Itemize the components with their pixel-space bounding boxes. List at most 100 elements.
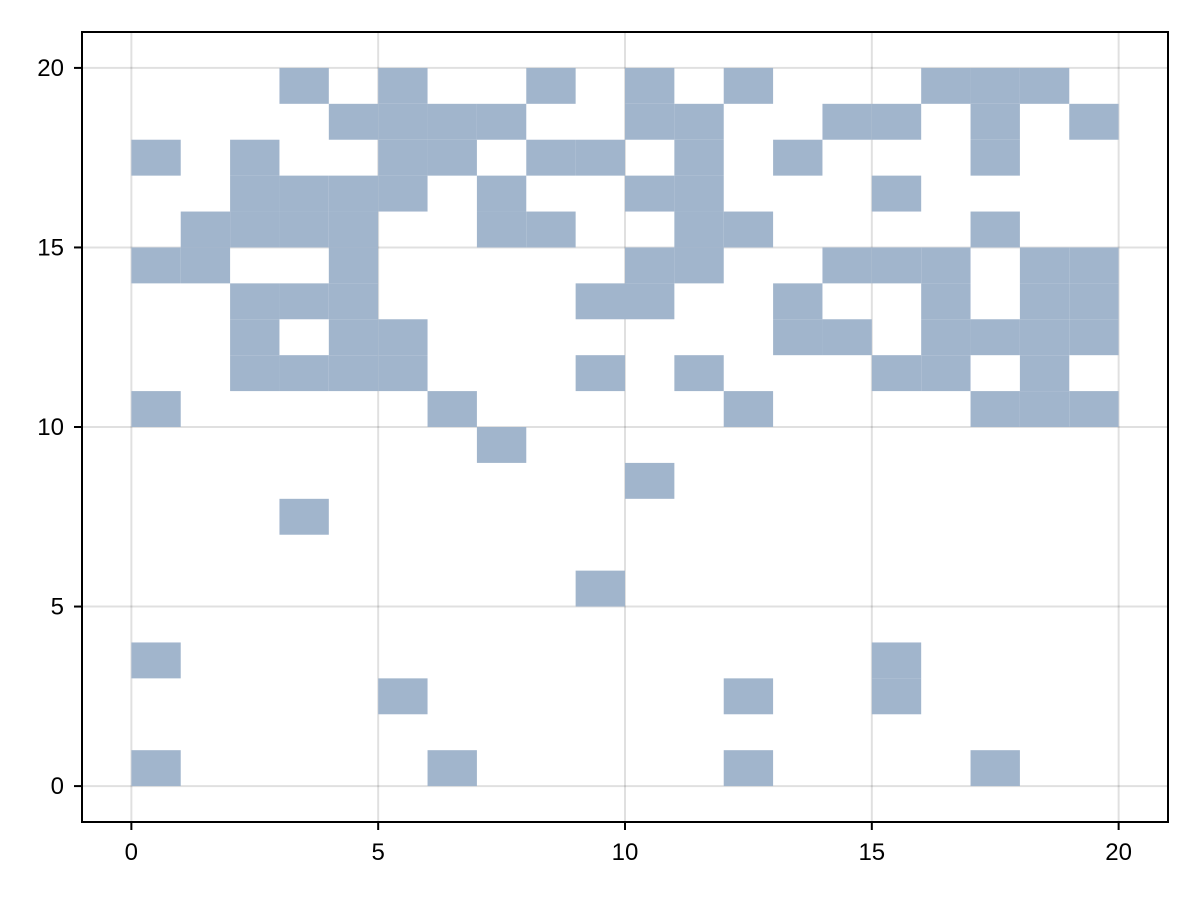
heatmap-cell-0-17 <box>131 139 181 176</box>
heatmap-cell-10-8 <box>625 462 675 499</box>
heatmap-cell-16-12 <box>921 319 971 356</box>
heatmap-cell-10-14 <box>625 247 675 284</box>
heatmap-cell-7-16 <box>476 175 527 212</box>
heatmap-cell-10-18 <box>625 103 675 140</box>
heatmap-cell-11-14 <box>674 247 724 284</box>
heatmap-cell-5-19 <box>378 67 428 104</box>
heatmap-cell-15-2 <box>871 678 922 715</box>
heatmap-cell-12-10 <box>723 391 774 427</box>
heatmap-cell-18-14 <box>1019 247 1070 284</box>
heatmap-cell-12-15 <box>723 211 774 248</box>
heatmap-cell-7-18 <box>476 103 527 140</box>
heatmap-cell-2-13 <box>230 283 280 320</box>
heatmap-cell-8-19 <box>526 67 576 104</box>
heatmap-cell-17-0 <box>970 750 1020 787</box>
y-tick-label-15: 15 <box>37 234 64 261</box>
heatmap-cell-19-18 <box>1069 103 1119 140</box>
heatmap-cell-3-11 <box>279 355 329 392</box>
heatmap-cell-6-17 <box>427 139 477 176</box>
y-axis: 0 5 10 15 20 <box>37 55 82 800</box>
heatmap-cell-17-19 <box>970 67 1020 104</box>
heatmap-cell-18-11 <box>1019 355 1070 392</box>
heatmap-cell-4-12 <box>328 319 379 356</box>
heatmap-cell-13-13 <box>773 283 823 320</box>
heatmap-cell-5-17 <box>378 139 428 176</box>
heatmap-cell-15-3 <box>871 642 922 679</box>
y-tick-label-10: 10 <box>37 414 64 441</box>
heatmap-cell-5-12 <box>378 319 428 356</box>
heatmap-cell-1-14 <box>180 247 231 284</box>
heatmap-cell-2-15 <box>230 211 280 248</box>
heatmap-cell-18-10 <box>1019 391 1070 427</box>
heatmap-cell-3-13 <box>279 283 329 320</box>
heatmap-cell-15-16 <box>871 175 922 212</box>
x-tick-label-15: 15 <box>858 839 885 866</box>
heatmap-cell-10-16 <box>625 175 675 212</box>
heatmap-cell-15-11 <box>871 355 922 392</box>
heatmap-cell-9-17 <box>575 139 625 176</box>
heatmap-cell-14-14 <box>822 247 872 284</box>
x-tick-label-10: 10 <box>612 839 639 866</box>
heatmap-cell-3-15 <box>279 211 329 248</box>
heatmap-cell-14-12 <box>822 319 872 356</box>
heatmap-cell-2-17 <box>230 139 280 176</box>
heatmap-cell-11-18 <box>674 103 724 140</box>
x-tick-label-20: 20 <box>1105 839 1132 866</box>
heatmap-cell-17-12 <box>970 319 1020 356</box>
heatmap-cell-2-11 <box>230 355 280 392</box>
heatmap-cell-6-18 <box>427 103 477 140</box>
heatmap-cell-17-17 <box>970 139 1020 176</box>
y-tick-label-0: 0 <box>51 773 64 800</box>
heatmap-cell-18-19 <box>1019 67 1070 104</box>
heatmap-cell-0-0 <box>131 750 181 787</box>
heatmap-cell-4-15 <box>328 211 379 248</box>
x-tick-label-0: 0 <box>125 839 138 866</box>
heatmap-cell-17-15 <box>970 211 1020 248</box>
heatmap-cell-7-9 <box>476 427 527 463</box>
heatmap-cell-19-12 <box>1069 319 1119 356</box>
heatmap-cell-8-17 <box>526 139 576 176</box>
heatmap-cell-19-10 <box>1069 391 1119 427</box>
heatmap-cell-4-13 <box>328 283 379 320</box>
heatmap-cell-15-18 <box>871 103 922 140</box>
heatmap-cell-18-13 <box>1019 283 1070 320</box>
heatmap-cell-2-12 <box>230 319 280 356</box>
heatmap-cell-4-16 <box>328 175 379 212</box>
heatmap-cell-8-15 <box>526 211 576 248</box>
y-tick-label-20: 20 <box>37 55 64 82</box>
heatmap-cell-9-5 <box>575 570 625 607</box>
heatmap-cell-0-10 <box>131 391 181 427</box>
heatmap-cell-19-13 <box>1069 283 1119 320</box>
heatmap-cell-3-16 <box>279 175 329 212</box>
heatmap-cell-0-3 <box>131 642 181 679</box>
heatmap-cell-16-13 <box>921 283 971 320</box>
heatmap-cell-13-17 <box>773 139 823 176</box>
heatmap-cell-2-16 <box>230 175 280 212</box>
heatmap-cell-12-19 <box>723 67 774 104</box>
heatmap-cell-9-13 <box>575 283 625 320</box>
heatmap-cell-15-14 <box>871 247 922 284</box>
heatmap-cell-5-2 <box>378 678 428 715</box>
heatmap-cell-3-7 <box>279 498 329 535</box>
heatmap-cell-11-16 <box>674 175 724 212</box>
heatmap-cell-16-14 <box>921 247 971 284</box>
heatmap-cell-4-14 <box>328 247 379 284</box>
heatmap-cell-1-15 <box>180 211 231 248</box>
heatmap-cell-9-11 <box>575 355 625 392</box>
heatmap-cell-16-11 <box>921 355 971 392</box>
heatmap-cell-13-12 <box>773 319 823 356</box>
heatmap-cell-12-2 <box>723 678 774 715</box>
heatmap-cell-3-19 <box>279 67 329 104</box>
heatmap-cell-6-10 <box>427 391 477 427</box>
heatmap-cell-14-18 <box>822 103 872 140</box>
heatmap-cell-0-14 <box>131 247 181 284</box>
heatmap-cell-19-14 <box>1069 247 1119 284</box>
heatmap-cell-11-15 <box>674 211 724 248</box>
heatmap-cell-12-0 <box>723 750 774 787</box>
heatmap-cell-4-11 <box>328 355 379 392</box>
heatmap-cell-16-19 <box>921 67 971 104</box>
heatmap-cell-5-11 <box>378 355 428 392</box>
heatmap-cell-4-18 <box>328 103 379 140</box>
heatmap-cell-18-12 <box>1019 319 1070 356</box>
